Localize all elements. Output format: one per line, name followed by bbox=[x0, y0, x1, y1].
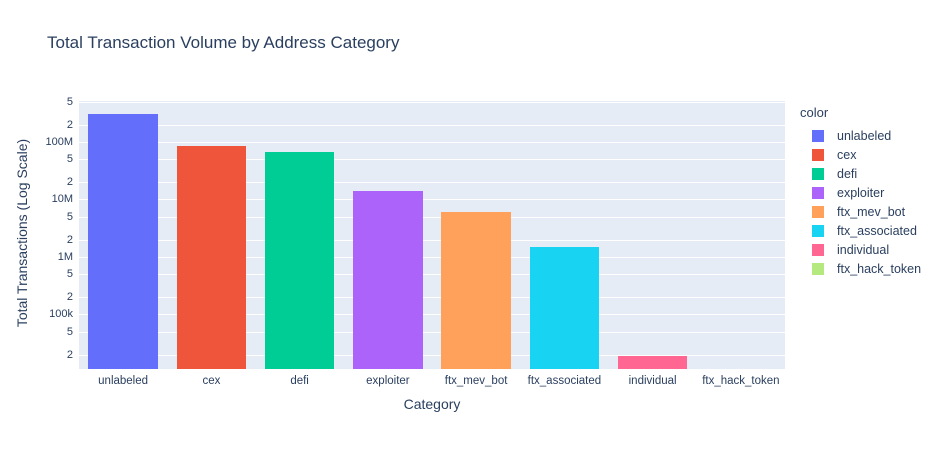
legend-item-individual[interactable]: individual bbox=[800, 240, 921, 259]
y-tick-label: 2 bbox=[66, 348, 73, 361]
gridline bbox=[79, 101, 785, 103]
gridline bbox=[79, 239, 785, 241]
y-tick-label: 5 bbox=[66, 210, 73, 223]
y-tick-label: 2 bbox=[66, 291, 73, 304]
y-tick-label: 5 bbox=[66, 95, 73, 108]
gridline bbox=[79, 331, 785, 333]
legend-label: exploiter bbox=[837, 185, 885, 200]
legend-label: ftx_associated bbox=[837, 223, 917, 238]
y-tick-label: 10M bbox=[51, 193, 73, 206]
y-tick-label: 5 bbox=[66, 268, 73, 281]
bar-defi[interactable] bbox=[264, 151, 335, 369]
y-tick-label: 2 bbox=[66, 233, 73, 246]
legend-item-ftx_mev_bot[interactable]: ftx_mev_bot bbox=[800, 202, 921, 221]
y-tick-label: 5 bbox=[66, 153, 73, 166]
legend-swatch-icon bbox=[812, 243, 824, 256]
bar-ftx_associated[interactable] bbox=[529, 246, 600, 369]
gridline bbox=[79, 256, 785, 258]
legend-swatch-icon bbox=[812, 186, 824, 199]
x-tick-label-ftx_mev_bot: ftx_mev_bot bbox=[444, 375, 508, 387]
bar-unlabeled[interactable] bbox=[88, 113, 158, 369]
legend-label: individual bbox=[837, 242, 890, 257]
legend-title: color bbox=[800, 105, 829, 120]
chart-title: Total Transaction Volume by Address Cate… bbox=[47, 33, 400, 52]
legend-swatch-icon bbox=[812, 262, 824, 275]
legend-items: unlabeled cex defi exploiter ftx_mev_bot ftx_… bbox=[800, 126, 921, 278]
legend-swatch-icon bbox=[812, 205, 824, 218]
legend-label: defi bbox=[837, 166, 858, 181]
gridline bbox=[79, 124, 785, 126]
gridline bbox=[79, 216, 785, 218]
plot-area bbox=[79, 101, 785, 369]
x-tick-label-cex: cex bbox=[202, 375, 221, 387]
gridline bbox=[79, 182, 785, 183]
y-tick-label: 100k bbox=[49, 308, 73, 321]
legend-label: cex bbox=[837, 147, 857, 162]
y-tick-label: 5 bbox=[66, 325, 73, 338]
legend-label: unlabeled bbox=[837, 128, 892, 143]
gridline bbox=[79, 354, 785, 356]
legend-item-ftx_associated[interactable]: ftx_associated bbox=[800, 221, 921, 240]
bar-individual[interactable] bbox=[617, 355, 688, 369]
gridline bbox=[79, 199, 785, 201]
legend-item-defi[interactable]: defi bbox=[800, 164, 921, 183]
y-axis-title: Total Transactions (Log Scale) bbox=[14, 138, 30, 328]
legend: color unlabeled cex defi exploiter ftx_mev_b… bbox=[800, 105, 921, 278]
x-axis-title: Category bbox=[403, 396, 461, 412]
x-tick-label-unlabeled: unlabeled bbox=[98, 375, 149, 387]
x-tick-label-exploiter: exploiter bbox=[366, 375, 410, 387]
gridline bbox=[79, 314, 785, 316]
legend-swatch-icon bbox=[812, 129, 824, 142]
legend-swatch-icon bbox=[812, 148, 824, 161]
x-tick-label-individual: individual bbox=[628, 375, 677, 387]
gridline bbox=[79, 159, 785, 161]
gridline bbox=[79, 297, 785, 299]
x-tick-label-ftx_associated: ftx_associated bbox=[527, 375, 602, 387]
y-tick-label: 100M bbox=[45, 135, 73, 148]
legend-swatch-icon bbox=[812, 224, 824, 237]
bar-exploiter[interactable] bbox=[353, 190, 423, 369]
legend-label: ftx_hack_token bbox=[837, 261, 922, 276]
legend-label: ftx_mev_bot bbox=[837, 204, 906, 219]
gridline bbox=[79, 141, 785, 143]
legend-item-ftx_hack_token[interactable]: ftx_hack_token bbox=[800, 259, 921, 278]
gridline bbox=[79, 274, 785, 276]
x-tick-label-ftx_hack_token: ftx_hack_token bbox=[702, 375, 780, 387]
legend-item-exploiter[interactable]: exploiter bbox=[800, 183, 921, 202]
x-tick-label-defi: defi bbox=[290, 375, 309, 387]
y-tick-label: 1M bbox=[57, 250, 73, 263]
legend-swatch-icon bbox=[812, 167, 824, 180]
y-tick-label: 2 bbox=[66, 176, 73, 188]
legend-item-cex[interactable]: cex bbox=[800, 145, 921, 164]
y-tick-label: 2 bbox=[66, 118, 73, 131]
legend-item-unlabeled[interactable]: unlabeled bbox=[800, 126, 921, 145]
bar-cex[interactable] bbox=[176, 146, 247, 369]
bar-ftx_mev_bot[interactable] bbox=[441, 212, 511, 369]
